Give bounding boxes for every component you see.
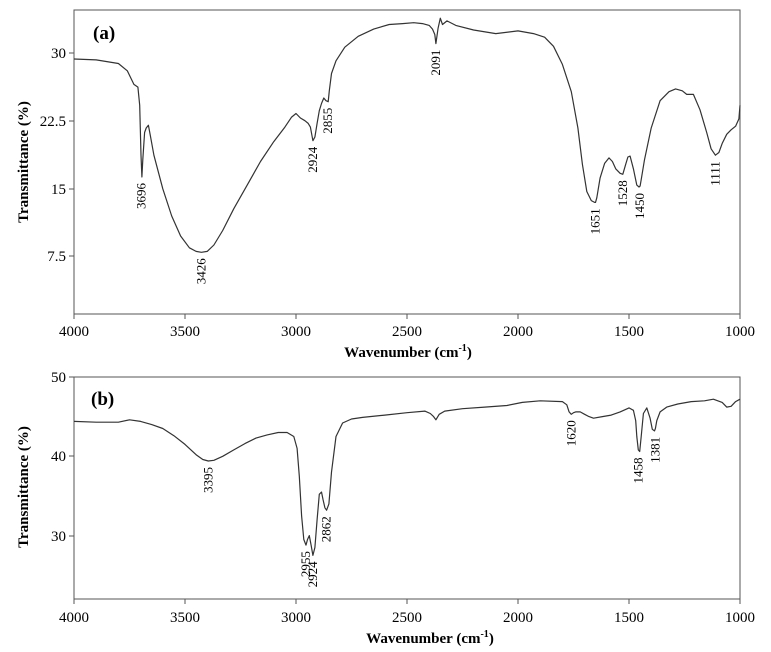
y-tick-label: 50 [51,370,66,386]
x-tick-label: 1000 [725,610,755,626]
peak-label: 1620 [563,420,578,446]
y-tick-label: 15 [51,182,66,198]
peak-label: 1381 [647,437,662,463]
x-axis-label-text: Wavenumber (cm [366,631,481,647]
x-tick-label: 4000 [59,610,89,626]
x-axis-label-end: ) [489,631,494,647]
x-tick-label: 1000 [725,324,755,340]
plot-frame-a [73,9,741,315]
peak-label: 2855 [320,108,335,134]
spectrum-line-a [73,17,741,253]
peak-label: 1111 [707,161,722,186]
y-axis-label-b: Transmittance (%) [16,426,32,548]
peak-label: 2091 [428,50,443,76]
y-tick-label: 7.5 [47,249,66,265]
x-axis-label-b: Wavenumber (cm-1) [366,629,494,647]
peak-label: 3395 [200,467,215,493]
panel-label-b: (b) [91,389,114,410]
x-tick-label: 3500 [170,610,200,626]
x-axis-label-text: Wavenumber (cm [344,345,459,361]
peak-label: 3696 [134,183,149,210]
x-tick-label: 2000 [503,610,533,626]
panel-label-a: (a) [93,23,115,44]
x-ticks-b: 4000 3500 3000 2500 2000 1500 1000 [59,599,755,626]
x-axis-label-end: ) [467,345,472,361]
y-tick-label: 30 [51,46,66,62]
peak-label: 2924 [305,561,320,588]
peak-label: 3426 [193,258,208,285]
y-tick-label: 40 [51,449,66,465]
x-tick-label: 3000 [281,610,311,626]
peak-label: 2924 [305,146,320,173]
x-tick-label: 3500 [170,324,200,340]
peak-label: 1450 [632,193,647,219]
y-ticks-b: 50 40 30 [51,370,74,545]
peak-label: 1458 [630,458,645,484]
x-tick-label: 4000 [59,324,89,340]
spectrum-line-b [73,398,741,556]
plot-frame-b [73,376,741,600]
y-ticks-a: 30 22.5 15 7.5 [40,46,74,265]
x-axis-label-a: Wavenumber (cm-1) [344,343,472,361]
x-axis-label-sup: -1 [458,343,466,354]
y-tick-label: 22.5 [40,114,66,130]
panel-b: (b) 50 40 30 4000 3500 3000 2500 2000 15… [16,370,755,647]
peak-label: 1651 [588,208,603,234]
peak-label: 2955 [298,551,313,577]
panel-a: (a) 30 22.5 15 7.5 4000 3500 3000 2500 2… [16,9,755,361]
x-ticks-a: 4000 3500 3000 2500 2000 1500 1000 [59,314,755,340]
x-tick-label: 2500 [392,324,422,340]
x-tick-label: 1500 [614,324,644,340]
peak-label: 1528 [615,180,630,206]
y-tick-label: 30 [51,529,66,545]
x-tick-label: 1500 [614,610,644,626]
x-tick-label: 2000 [503,324,533,340]
x-tick-label: 3000 [281,324,311,340]
x-tick-label: 2500 [392,610,422,626]
x-axis-label-sup: -1 [480,629,488,640]
peak-label: 2862 [319,516,334,542]
y-axis-label-a: Transmittance (%) [16,101,32,223]
